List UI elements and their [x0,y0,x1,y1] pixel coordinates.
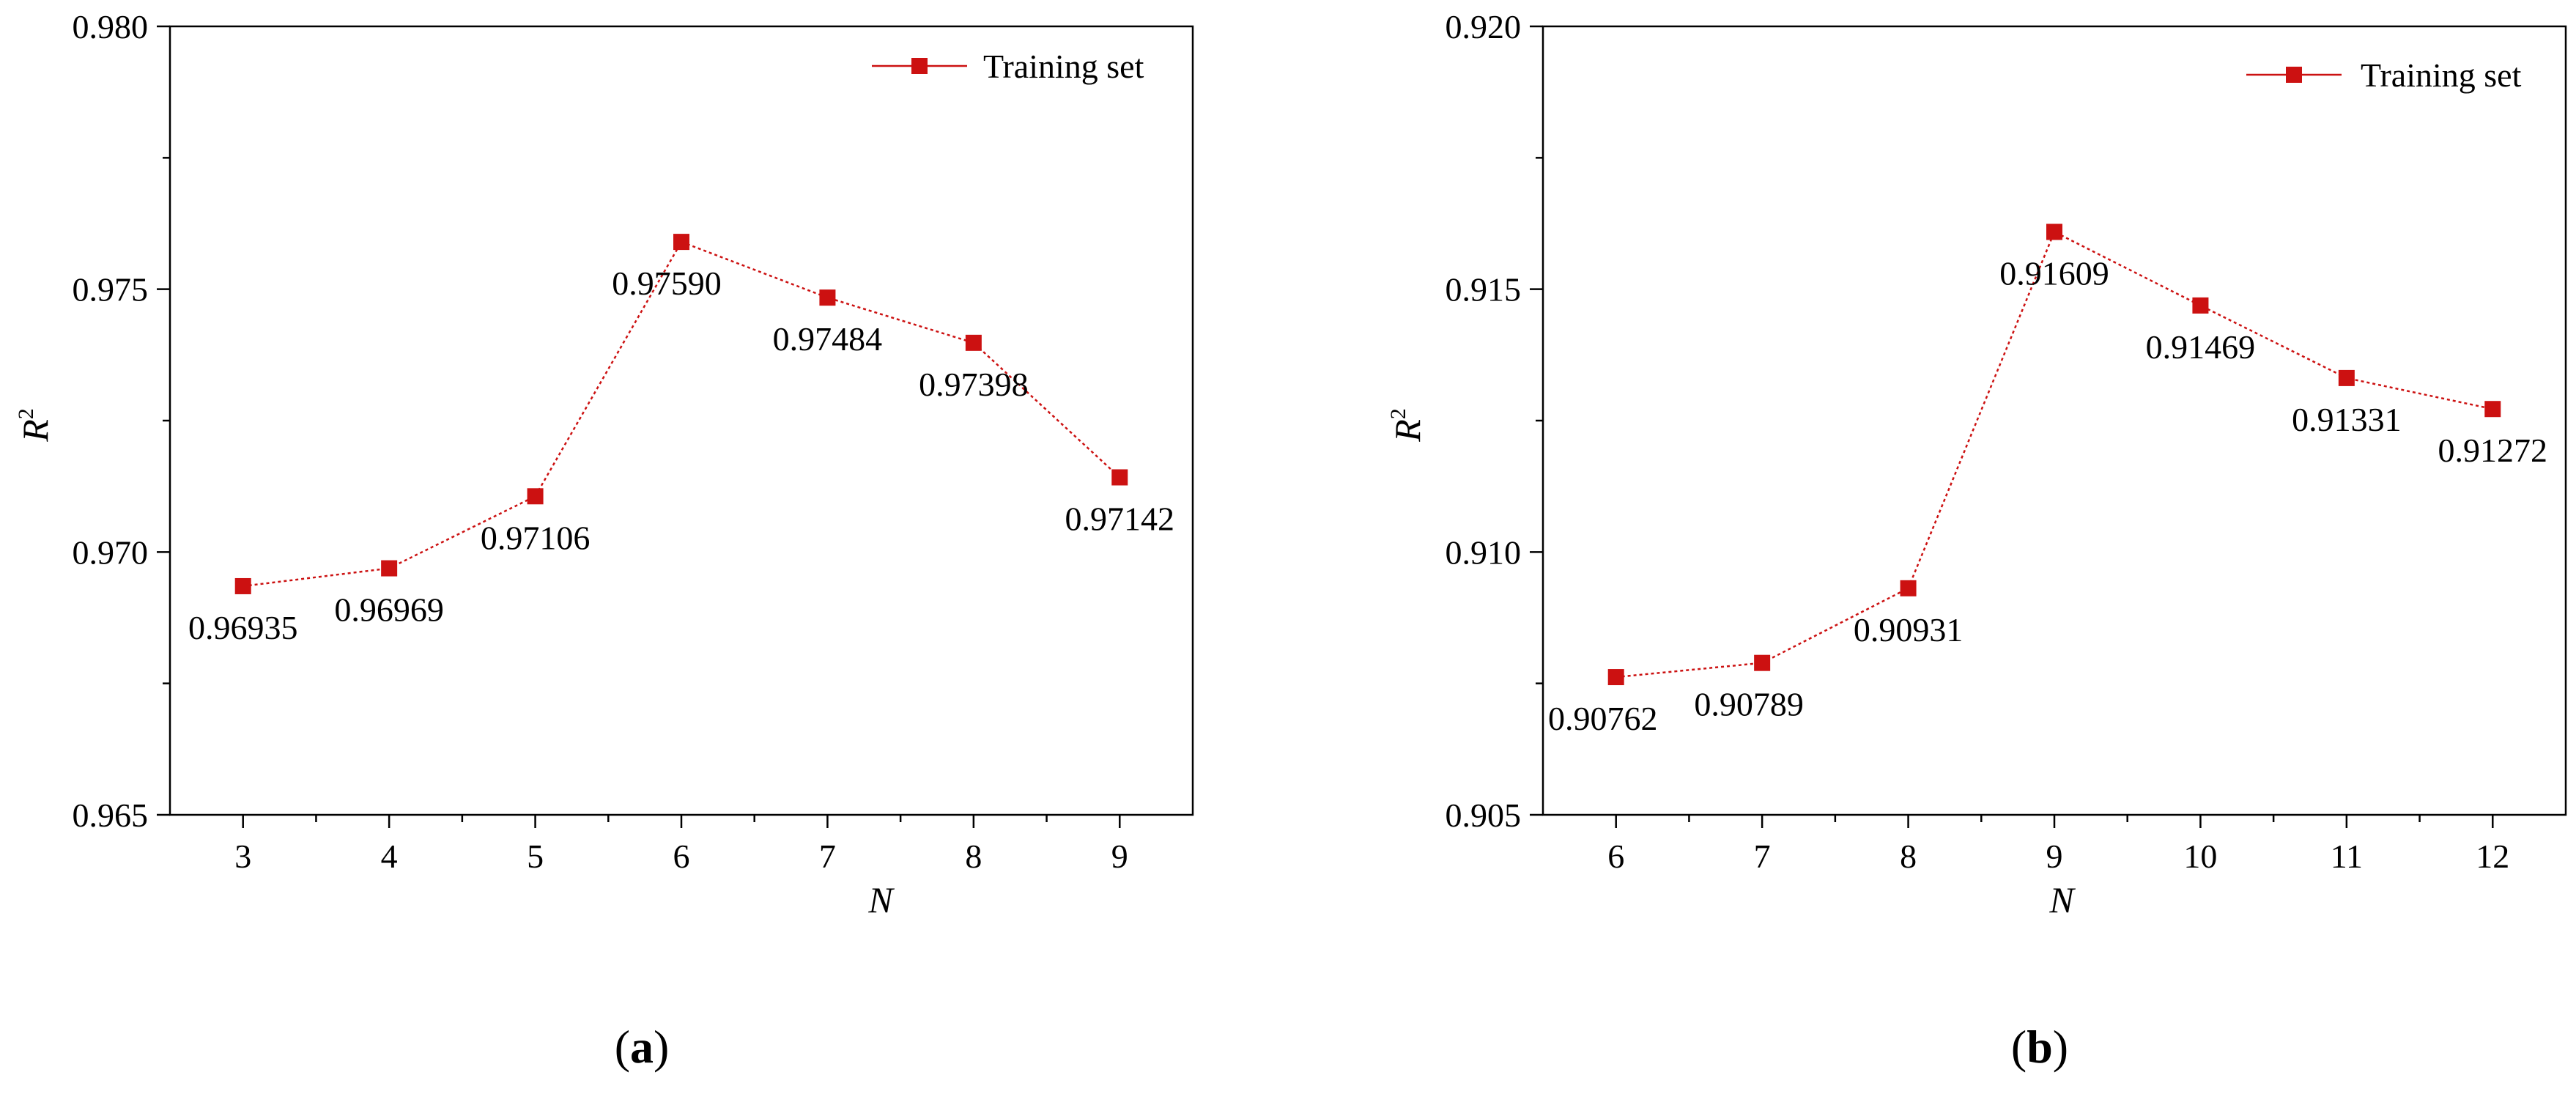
y-axis-title-superscript: 2 [14,408,38,419]
data-label: 0.90762 [1548,700,1658,737]
y-tick-label: 0.970 [73,533,149,571]
chart-panel-b: 0.905 0.910 0.915 0.920 6 7 8 9 10 11 12 N R2 0.90762… [1386,8,2567,1073]
data-point-marker [527,488,544,505]
legend: Training set [2246,56,2522,94]
y-axis-title-main: R [15,419,56,443]
panel-label-close-paren: ) [2053,1021,2068,1073]
data-label: 0.97142 [1065,500,1175,537]
data-label: 0.90789 [1694,686,1804,723]
data-point-marker [673,234,689,251]
data-point-marker [2338,369,2355,386]
x-tick-label: 8 [1900,838,1917,875]
x-tick-label: 11 [2331,838,2363,875]
plot-frame [169,25,1194,816]
x-tick-label: 3 [234,838,251,875]
x-tick-label: 6 [1607,838,1624,875]
data-label: 0.97484 [773,320,883,358]
y-tick-label: 0.965 [73,797,149,834]
panel-label-letter: b [2027,1021,2053,1073]
legend: Training set [872,48,1144,85]
panel-label-letter: a [630,1021,654,1073]
y-tick-label: 0.920 [1446,8,1522,45]
data-label: 0.96969 [334,591,444,629]
data-label: 0.96935 [188,609,298,646]
x-tick-label: 4 [381,838,398,875]
x-tick-label: 9 [1111,838,1128,875]
panel-label-open-paren: ( [615,1021,630,1073]
y-tick-label: 0.980 [73,8,149,45]
x-tick-label: 12 [2476,838,2509,875]
legend-label: Training set [983,48,1144,85]
x-tick-label: 10 [2183,838,2217,875]
data-label: 0.91469 [2146,328,2256,366]
y-axis-title-superscript: 2 [1386,408,1410,419]
y-tick-label: 0.975 [73,271,149,308]
panel-label: (a) [615,1021,670,1073]
data-label: 0.91331 [2292,401,2402,438]
data-point-marker [1607,669,1624,686]
data-point-marker [1111,469,1128,486]
x-tick-label: 5 [527,838,544,875]
data-label: 0.90931 [1854,611,1964,648]
data-label: 0.91609 [1999,254,2109,292]
y-axis-title: R2 [14,408,56,443]
y-axis-title-main: R [1387,419,1428,443]
x-tick-label: 6 [673,838,690,875]
data-label: 0.97590 [612,265,722,302]
data-point-marker [2192,297,2209,314]
legend-label: Training set [2361,56,2522,94]
data-label: 0.91272 [2438,432,2548,469]
panel-label-close-paren: ) [654,1021,669,1073]
data-label: 0.97106 [481,519,591,556]
data-point-marker [819,289,836,306]
x-tick-label: 7 [819,838,836,875]
y-tick-label: 0.915 [1446,271,1522,308]
x-tick-label: 9 [2046,838,2063,875]
panel-label: (b) [2011,1021,2068,1073]
data-point-marker [381,560,398,577]
x-axis-title: N [2048,879,2076,920]
y-tick-label: 0.905 [1446,797,1522,834]
data-point-marker [1900,580,1917,596]
panel-label-open-paren: ( [2011,1021,2027,1073]
y-axis-title: R2 [1386,408,1428,443]
data-point-marker [2046,223,2062,240]
data-point-marker [234,577,251,594]
legend-marker [911,58,928,74]
data-point-marker [1754,654,1771,671]
series-line-training-set [1615,230,2493,679]
x-axis-title: N [867,879,895,920]
legend-marker [2286,67,2302,83]
x-tick-label: 8 [965,838,982,875]
x-tick-label: 7 [1754,838,1771,875]
data-point-marker [965,334,982,351]
chart-panel-a: 0.965 0.970 0.975 0.980 3 4 5 6 7 8 9 N R2 0.96935 0.9… [14,8,1194,1073]
data-label: 0.97398 [919,366,1029,403]
y-tick-label: 0.910 [1446,533,1522,571]
data-point-marker [2484,401,2501,418]
